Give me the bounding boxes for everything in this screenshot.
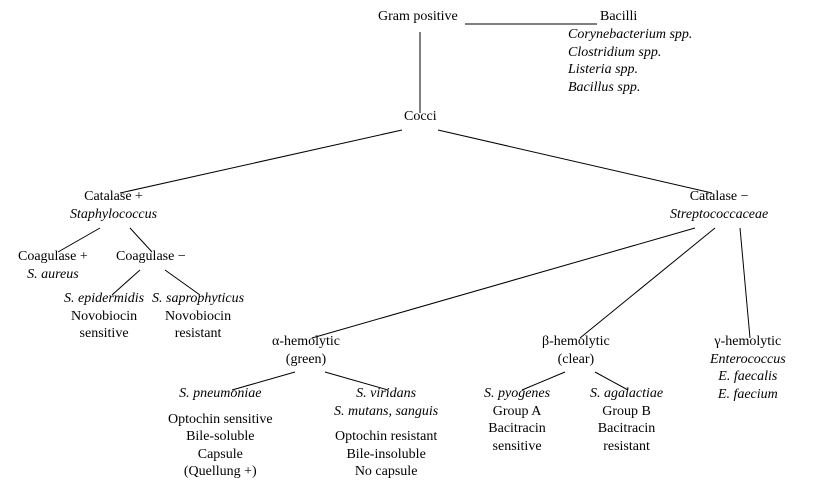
node-catalase-pos: Catalase + Staphylococcus <box>70 188 157 223</box>
label: Bacilli <box>600 9 637 24</box>
line: S. epidermidis <box>64 291 144 306</box>
line: sensitive <box>493 439 542 454</box>
node-s-viridans: S. viridans S. mutans, sanguis Optochin … <box>334 385 438 481</box>
line: S. pyogenes <box>484 386 550 401</box>
label: Gram positive <box>378 9 458 24</box>
line: α-hemolytic <box>272 334 340 349</box>
line: Catalase + <box>84 189 143 204</box>
line: Group A <box>493 404 542 419</box>
line: Novobiocin <box>165 309 231 324</box>
line: (green) <box>286 352 326 367</box>
line: β-hemolytic <box>542 334 610 349</box>
label: Cocci <box>404 109 437 124</box>
line: Bacitracin <box>488 421 546 436</box>
node-s-pyogenes: S. pyogenes Group A Bacitracin sensitive <box>484 385 550 455</box>
edge <box>740 228 750 338</box>
node-catalase-neg: Catalase − Streptococcaceae <box>670 188 768 223</box>
node-bacilli: Bacilli <box>600 8 637 26</box>
node-s-pneumoniae: S. pneumoniae Optochin sensitive Bile-so… <box>168 385 273 481</box>
edge <box>312 228 695 338</box>
node-s-epidermidis: S. epidermidis Novobiocin sensitive <box>64 290 144 343</box>
line: S. saprophyticus <box>152 291 244 306</box>
line: Optochin resistant <box>335 429 437 444</box>
node-s-saprophyticus: S. saprophyticus Novobiocin resistant <box>152 290 244 343</box>
line: S. pneumoniae <box>179 386 261 401</box>
line: S. aureus <box>27 267 79 282</box>
line: (Quellung +) <box>184 464 257 479</box>
label: Coagulase − <box>116 249 186 264</box>
line: Streptococcaceae <box>670 207 768 222</box>
line: Capsule <box>198 447 243 462</box>
line: Group B <box>602 404 651 419</box>
line: Enterococcus <box>710 352 786 367</box>
line: E. faecalis <box>718 369 777 384</box>
node-coagulase-neg: Coagulase − <box>116 248 186 266</box>
line: Bacitracin <box>598 421 656 436</box>
edge <box>120 130 402 193</box>
line: Staphylococcus <box>70 207 157 222</box>
line: No capsule <box>355 464 418 479</box>
line: Bacillus spp. <box>568 80 640 95</box>
line: S. viridans <box>356 386 416 401</box>
node-alpha-hemolytic: α-hemolytic (green) <box>272 333 340 368</box>
node-gram-positive: Gram positive <box>378 8 458 26</box>
line: S. agalactiae <box>590 386 663 401</box>
line: (clear) <box>558 352 595 367</box>
line: resistant <box>175 326 222 341</box>
node-bacilli-list: Corynebacterium spp. Clostridium spp. Li… <box>568 26 692 96</box>
line: Corynebacterium spp. <box>568 27 692 42</box>
line: Clostridium spp. <box>568 45 661 60</box>
line: Bile-insoluble <box>346 447 425 462</box>
node-beta-hemolytic: β-hemolytic (clear) <box>542 333 610 368</box>
edge <box>580 228 715 338</box>
line: Catalase − <box>690 189 749 204</box>
line: Listeria spp. <box>568 62 638 77</box>
line: S. mutans, sanguis <box>334 404 438 419</box>
line: γ-hemolytic <box>714 334 781 349</box>
line: Optochin sensitive <box>168 412 273 427</box>
node-cocci: Cocci <box>404 108 437 126</box>
line: Bile-soluble <box>186 429 254 444</box>
line: E. faecium <box>718 387 778 402</box>
line: sensitive <box>80 326 129 341</box>
line: Novobiocin <box>71 309 137 324</box>
node-s-agalactiae: S. agalactiae Group B Bacitracin resista… <box>590 385 663 455</box>
line: resistant <box>603 439 650 454</box>
line: Coagulase + <box>18 249 88 264</box>
node-coagulase-pos: Coagulase + S. aureus <box>18 248 88 283</box>
edge <box>438 130 712 193</box>
node-gamma-hemolytic: γ-hemolytic Enterococcus E. faecalis E. … <box>710 333 786 403</box>
